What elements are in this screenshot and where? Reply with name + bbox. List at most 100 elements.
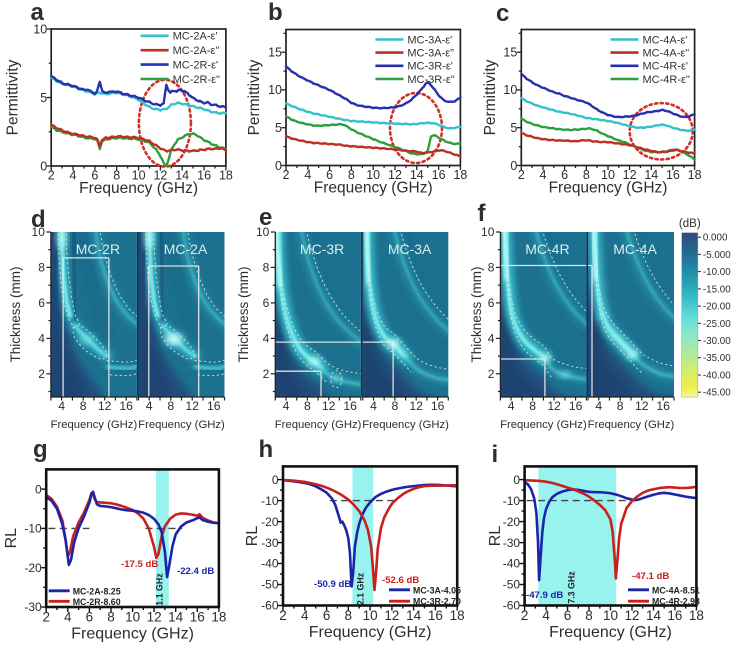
svg-text:12: 12 [147,610,162,625]
svg-text:12: 12 [185,399,199,413]
svg-text:MC-3R: MC-3R [300,241,344,257]
svg-text:18: 18 [211,610,226,625]
svg-text:8: 8 [529,399,536,413]
svg-text:Frequency (GHz): Frequency (GHz) [309,624,432,641]
svg-text:0: 0 [513,473,520,487]
svg-text:14: 14 [168,610,184,625]
svg-text:12: 12 [153,169,167,183]
svg-text:8: 8 [80,399,87,413]
svg-text:RL: RL [244,526,261,547]
svg-text:Permittivity: Permittivity [482,59,499,135]
svg-text:4: 4 [304,168,311,182]
svg-text:4: 4 [540,168,547,182]
svg-text:Frequency (GHz): Frequency (GHz) [549,624,672,641]
svg-text:-30.00: -30.00 [703,336,731,347]
svg-text:2: 2 [488,367,495,381]
svg-text:8: 8 [585,608,593,623]
svg-text:10: 10 [132,169,146,183]
svg-text:8: 8 [488,260,495,274]
svg-text:10: 10 [268,83,282,97]
svg-text:6: 6 [86,610,94,625]
svg-text:-5.000: -5.000 [703,250,731,261]
svg-text:12: 12 [98,399,112,413]
svg-text:12: 12 [409,399,423,413]
svg-text:14: 14 [406,608,422,623]
svg-text:RL: RL [3,528,20,549]
svg-text:-17.5 dB: -17.5 dB [121,559,158,570]
svg-text:Frequency (GHz): Frequency (GHz) [314,180,433,197]
svg-text:MC-4A-ε": MC-4A-ε" [643,47,690,59]
svg-text:16: 16 [432,168,446,182]
svg-text:16: 16 [207,399,221,413]
svg-text:0: 0 [35,482,42,496]
svg-text:Frequency (GHz): Frequency (GHz) [51,419,138,431]
svg-text:Frequency (GHz): Frequency (GHz) [275,419,362,431]
svg-text:MC-2A-ε": MC-2A-ε" [173,45,220,57]
svg-text:6: 6 [91,169,98,183]
svg-text:Frequency (GHz): Frequency (GHz) [79,180,198,197]
svg-text:1.1 GHz: 1.1 GHz [155,573,165,606]
svg-text:Thickness (mm): Thickness (mm) [8,266,23,362]
svg-text:-10: -10 [261,494,279,508]
svg-text:MC-3R-2.70: MC-3R-2.70 [413,597,461,607]
svg-text:8: 8 [167,399,174,413]
svg-text:16: 16 [666,168,680,182]
svg-text:-20: -20 [24,561,42,575]
svg-text:15: 15 [268,46,282,60]
svg-text:6: 6 [561,168,568,182]
svg-text:8: 8 [617,399,624,413]
svg-text:-35.00: -35.00 [703,353,731,364]
svg-text:4: 4 [508,399,515,413]
svg-text:MC-3A-4.05: MC-3A-4.05 [413,585,461,595]
svg-text:2: 2 [279,608,287,623]
svg-text:Frequency (GHz): Frequency (GHz) [500,419,587,431]
svg-text:4: 4 [38,331,45,345]
svg-text:MC-4R-ε': MC-4R-ε' [643,61,689,73]
svg-text:18: 18 [689,608,704,623]
svg-text:-52.6 dB: -52.6 dB [382,575,419,586]
svg-text:12: 12 [384,608,399,623]
svg-text:4: 4 [595,399,602,413]
svg-text:4: 4 [58,399,65,413]
svg-text:10: 10 [256,225,270,239]
svg-text:6: 6 [326,168,333,182]
svg-text:4: 4 [301,608,309,623]
svg-text:-30: -30 [261,536,279,550]
svg-text:MC-3A-ε': MC-3A-ε' [407,34,452,46]
svg-text:16: 16 [343,399,357,413]
svg-text:-47.9 dB: -47.9 dB [526,590,563,601]
svg-text:0: 0 [40,159,47,173]
svg-text:MC-4A: MC-4A [613,241,657,257]
svg-text:MC-2R: MC-2R [76,241,120,257]
svg-text:8: 8 [304,399,311,413]
svg-text:MC-2R-ε': MC-2R-ε' [173,59,219,71]
svg-text:MC-4R: MC-4R [525,241,569,257]
svg-text:-10: -10 [24,522,42,536]
svg-text:2: 2 [42,610,50,625]
svg-text:2: 2 [518,168,525,182]
svg-text:18: 18 [450,608,465,623]
svg-text:18: 18 [688,168,702,182]
svg-text:16: 16 [667,608,682,623]
svg-text:6: 6 [564,608,572,623]
svg-text:4: 4 [146,399,153,413]
svg-text:MC-4A-ε': MC-4A-ε' [643,34,688,46]
svg-text:-40: -40 [503,557,521,571]
svg-text:16: 16 [431,399,445,413]
svg-text:f: f [478,200,487,227]
svg-text:0: 0 [275,159,282,173]
svg-text:-50.9 dB: -50.9 dB [314,579,351,590]
svg-text:-50: -50 [503,578,521,592]
svg-text:4: 4 [542,608,550,623]
svg-text:16: 16 [656,399,670,413]
svg-text:14: 14 [175,169,189,183]
svg-text:h: h [259,436,274,463]
svg-text:MC-2A: MC-2A [164,241,208,257]
svg-text:10: 10 [366,168,380,182]
svg-text:16: 16 [190,610,205,625]
svg-text:18: 18 [219,169,233,183]
svg-text:4: 4 [370,399,377,413]
svg-text:4: 4 [263,331,270,345]
svg-text:5: 5 [510,121,517,135]
svg-text:MC-3R-ε": MC-3R-ε" [407,74,454,86]
